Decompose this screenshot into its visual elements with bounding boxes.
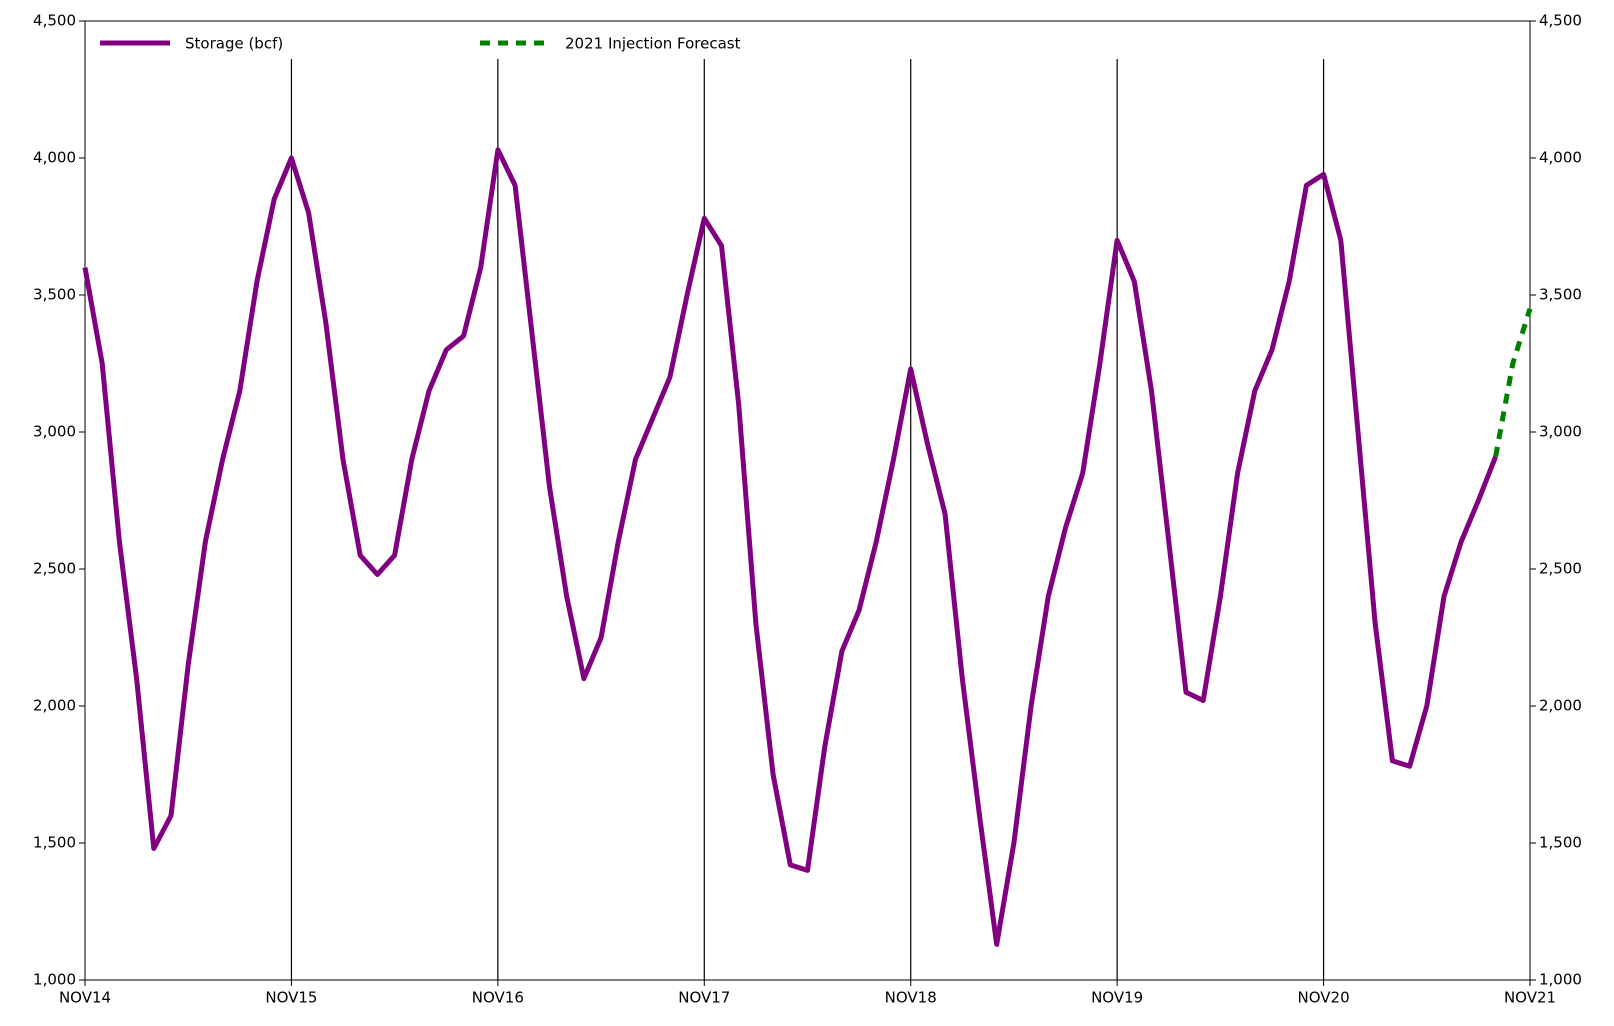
y2-tick-label: 4,500 xyxy=(1539,12,1582,30)
x-tick-label: NOV19 xyxy=(1091,989,1143,1007)
y-tick-label: 2,500 xyxy=(33,560,76,578)
x-tick-label: NOV18 xyxy=(885,989,937,1007)
y2-tick-label: 1,500 xyxy=(1539,834,1582,852)
y2-tick-label: 4,000 xyxy=(1539,149,1582,167)
y-tick-label: 3,000 xyxy=(33,423,76,441)
series-line xyxy=(1493,307,1533,458)
y-tick-label: 2,000 xyxy=(33,697,76,715)
plot-frame xyxy=(84,20,1531,981)
x-tick-label: NOV15 xyxy=(265,989,317,1007)
x-tick-label: NOV14 xyxy=(59,989,111,1007)
y2-tick-label: 2,500 xyxy=(1539,560,1582,578)
y-tick-label: 3,500 xyxy=(33,286,76,304)
x-tick-label: NOV21 xyxy=(1504,989,1556,1007)
x-tick-label: NOV17 xyxy=(678,989,730,1007)
x-tick-label: NOV16 xyxy=(472,989,524,1007)
y-tick-label: 4,500 xyxy=(33,12,76,30)
y-tick-label: 4,000 xyxy=(33,149,76,167)
y2-tick-label: 3,000 xyxy=(1539,423,1582,441)
y-tick-label: 1,000 xyxy=(33,971,76,989)
y2-tick-label: 3,500 xyxy=(1539,286,1582,304)
series-line xyxy=(82,147,1498,947)
y2-tick-label: 1,000 xyxy=(1539,971,1582,989)
legend-label: 2021 Injection Forecast xyxy=(565,35,741,53)
y2-tick-label: 2,000 xyxy=(1539,697,1582,715)
x-tick-label: NOV20 xyxy=(1298,989,1350,1007)
legend-label: Storage (bcf) xyxy=(185,35,283,53)
y-tick-label: 1,500 xyxy=(33,834,76,852)
